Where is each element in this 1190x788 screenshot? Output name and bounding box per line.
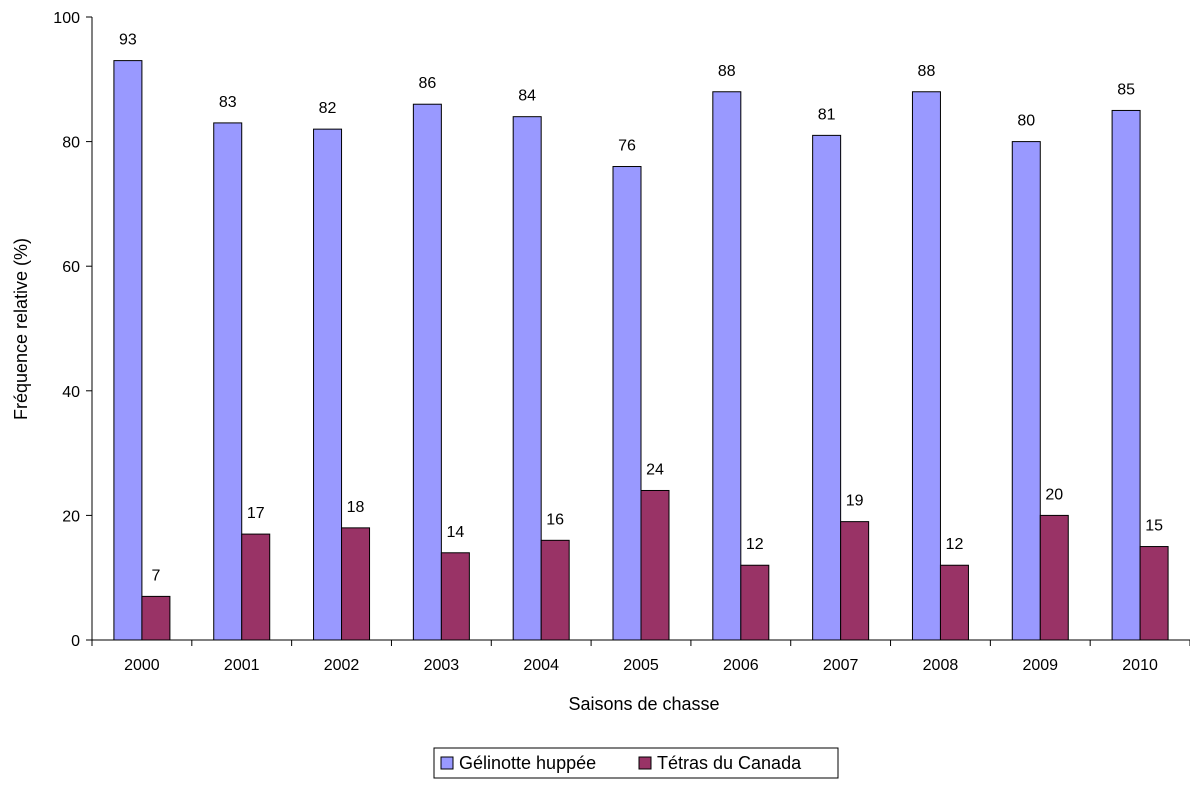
bar-tetras-2001: [241, 533, 271, 641]
bar-tetras-2000: [141, 595, 171, 641]
data-label-tetras-2004: 16: [546, 511, 564, 528]
data-label-tetras-2009: 20: [1045, 486, 1063, 503]
bar-tetras-2008: [939, 564, 969, 641]
legend-label-gelinotte: Gélinotte huppée: [459, 753, 596, 773]
data-label-gelinotte-2001: 83: [219, 94, 237, 111]
x-tick-label-2004: 2004: [523, 657, 559, 674]
data-label-gelinotte-2008: 88: [918, 63, 936, 80]
y-tick-label-100: 100: [53, 10, 80, 27]
bar-tetras-2006: [740, 564, 770, 641]
x-tick-label-2000: 2000: [124, 657, 160, 674]
bars-layer: [113, 60, 1169, 641]
bar-tetras-2010: [1139, 546, 1169, 641]
x-tick-label-2010: 2010: [1122, 657, 1158, 674]
y-tick-label-40: 40: [62, 384, 80, 401]
bar-gelinotte-2002: [313, 128, 343, 641]
legend-border: [433, 747, 839, 779]
y-tick-label-0: 0: [71, 633, 80, 650]
bar-gelinotte-2008: [911, 91, 941, 641]
bar-gelinotte-2009: [1011, 141, 1041, 641]
data-label-tetras-2007: 19: [846, 493, 864, 510]
data-label-tetras-2006: 12: [746, 536, 764, 553]
y-axis-title: Fréquence relative (%): [11, 238, 31, 420]
bar-tetras-2004: [540, 539, 570, 641]
data-label-gelinotte-2000: 93: [119, 32, 137, 49]
x-tick-label-2001: 2001: [224, 657, 260, 674]
legend-swatch-gelinotte: [440, 756, 454, 770]
bar-gelinotte-2006: [712, 91, 742, 641]
data-label-gelinotte-2004: 84: [518, 88, 536, 105]
y-tick-label-80: 80: [62, 135, 80, 152]
data-label-tetras-2002: 18: [347, 499, 365, 516]
data-label-tetras-2010: 15: [1145, 518, 1163, 535]
data-label-gelinotte-2003: 86: [418, 75, 436, 92]
legend-label-tetras: Tétras du Canada: [657, 753, 802, 773]
data-label-tetras-2005: 24: [646, 461, 664, 478]
bar-gelinotte-2007: [812, 134, 842, 641]
bar-tetras-2002: [341, 527, 371, 641]
data-label-gelinotte-2006: 88: [718, 63, 736, 80]
x-tick-label-2006: 2006: [723, 657, 759, 674]
data-label-gelinotte-2005: 76: [618, 138, 636, 155]
data-label-tetras-2000: 7: [151, 567, 160, 584]
bar-gelinotte-2000: [113, 60, 143, 641]
data-label-tetras-2008: 12: [946, 536, 964, 553]
x-tick-label-2007: 2007: [823, 657, 859, 674]
bar-gelinotte-2005: [612, 166, 642, 641]
x-axis-title: Saisons de chasse: [568, 694, 719, 714]
data-label-gelinotte-2010: 85: [1117, 81, 1135, 98]
data-label-gelinotte-2009: 80: [1017, 113, 1035, 130]
data-label-gelinotte-2002: 82: [319, 100, 337, 117]
bar-gelinotte-2010: [1111, 109, 1141, 641]
data-label-tetras-2003: 14: [446, 524, 464, 541]
data-label-tetras-2001: 17: [247, 505, 265, 522]
bar-gelinotte-2003: [412, 103, 442, 641]
x-tick-label-2008: 2008: [923, 657, 959, 674]
y-tick-label-60: 60: [62, 259, 80, 276]
x-tick-label-2002: 2002: [324, 657, 360, 674]
bar-gelinotte-2004: [512, 116, 542, 641]
bar-tetras-2007: [840, 521, 870, 641]
x-tick-label-2009: 2009: [1022, 657, 1058, 674]
data-labels-layer: 93 7 83 17 82 18 86 14 84 16 76 24 88 12 81 19 88 12 80 20 8…: [119, 32, 1163, 585]
x-tick-label-2003: 2003: [424, 657, 460, 674]
legend: Gélinotte huppée Tétras du Canada: [433, 747, 839, 779]
data-label-gelinotte-2007: 81: [818, 106, 836, 123]
y-tick-label-20: 20: [62, 508, 80, 525]
bar-tetras-2003: [440, 552, 470, 641]
bar-gelinotte-2001: [213, 122, 243, 641]
legend-swatch-tetras: [638, 756, 652, 770]
bar-tetras-2005: [640, 489, 670, 641]
bar-tetras-2009: [1039, 514, 1069, 641]
x-tick-label-2005: 2005: [623, 657, 659, 674]
axes-layer: 0 20 40 60 80 100 2000 2001 2002 2003 2004 2005 2006…: [53, 10, 1190, 674]
